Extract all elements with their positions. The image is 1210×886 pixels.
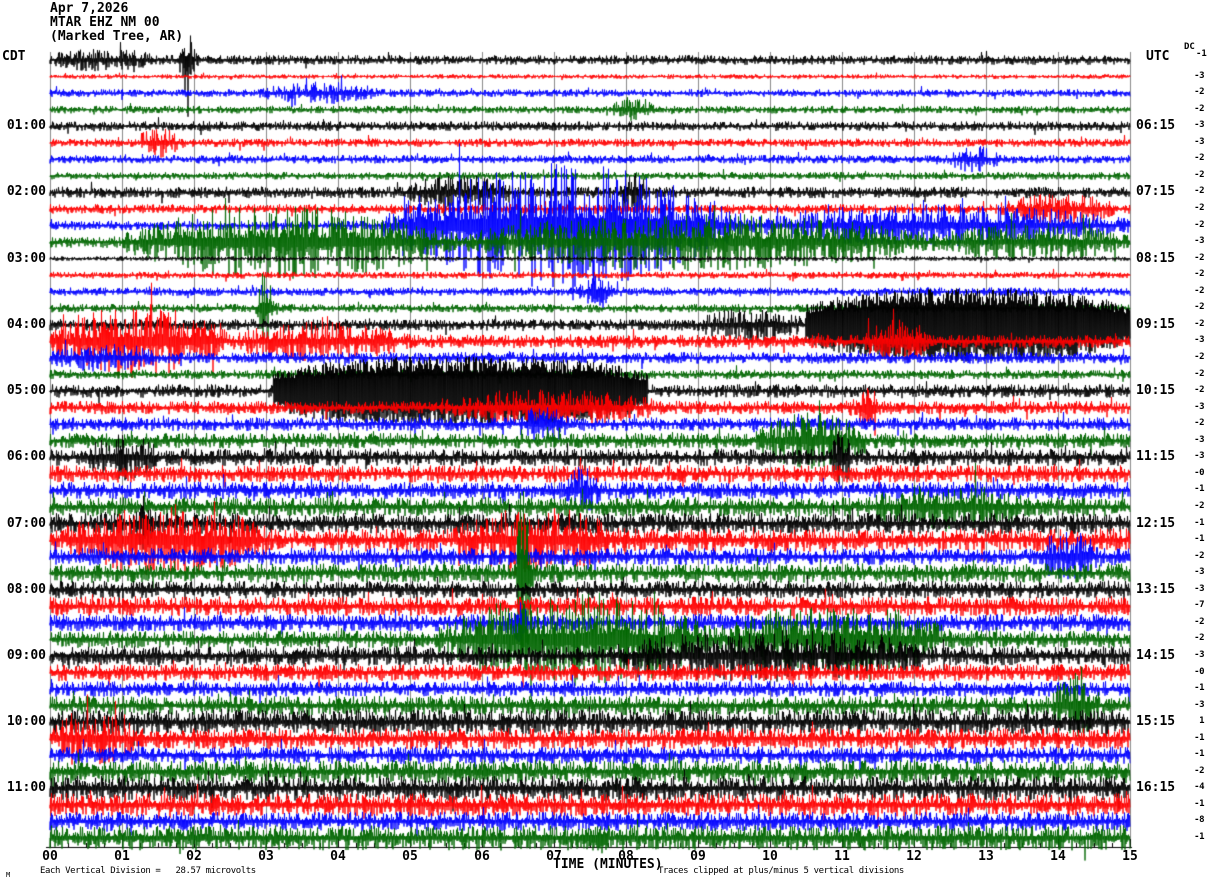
dc-value: -1 xyxy=(1194,517,1204,528)
header-station: MTAR EHZ NM 00 xyxy=(50,15,160,30)
dc-value: -1 xyxy=(1194,832,1204,842)
x-axis-tick-label: 13 xyxy=(978,849,994,864)
dc-value: -2 xyxy=(1194,203,1204,213)
dc-value: -2 xyxy=(1194,318,1204,329)
left-time-label: 11:00 xyxy=(6,780,46,796)
dc-value: -3 xyxy=(1194,699,1204,710)
right-time-label: 06:15 xyxy=(1136,118,1176,134)
dc-value: -3 xyxy=(1194,335,1204,346)
dc-value: -1 xyxy=(1194,534,1204,544)
dc-value: -1 xyxy=(1194,798,1204,809)
dc-value: -2 xyxy=(1194,368,1204,379)
corner-mark: M xyxy=(6,871,11,879)
dc-value: -2 xyxy=(1194,765,1204,776)
dc-value: -4 xyxy=(1194,782,1204,793)
left-time-label: 07:00 xyxy=(6,515,46,531)
dc-value: -1 xyxy=(1194,683,1204,693)
dc-value: -2 xyxy=(1194,385,1204,396)
left-time-label: 01:00 xyxy=(6,118,46,134)
x-axis-tick-label: 08 xyxy=(618,849,634,864)
dc-value: -0 xyxy=(1194,666,1204,677)
dc-value: -2 xyxy=(1194,103,1204,114)
left-time-label: 04:00 xyxy=(6,316,46,332)
dc-value: -3 xyxy=(1194,583,1204,594)
x-axis-tick-label: 03 xyxy=(258,849,274,864)
dc-value: -1 xyxy=(1194,749,1204,760)
x-axis-tick-label: 01 xyxy=(114,849,130,864)
left-time-label: 09:00 xyxy=(6,647,46,663)
dc-value: -2 xyxy=(1194,500,1204,511)
right-time-label: 08:15 xyxy=(1136,250,1176,266)
footer-clip-note: Traces clipped at plus/minus 5 vertical … xyxy=(658,866,904,876)
right-timezone-label: UTC xyxy=(1146,49,1170,64)
header-location: (Marked Tree, AR) xyxy=(50,29,184,44)
footer-scale-note: Each Vertical Division = 28.57 microvolt… xyxy=(40,866,256,876)
right-time-label: 14:15 xyxy=(1136,647,1176,663)
dc-value: -3 xyxy=(1194,120,1204,131)
x-axis-tick-label: 06 xyxy=(474,849,490,864)
left-time-label: 03:00 xyxy=(6,250,46,266)
dc-value: -2 xyxy=(1194,252,1204,263)
dc-value: -2 xyxy=(1194,219,1204,230)
right-time-label: 09:15 xyxy=(1136,316,1176,332)
dc-value: -3 xyxy=(1194,401,1204,412)
left-time-label: 06:00 xyxy=(6,449,46,465)
dc-value-first: -1 xyxy=(1196,49,1207,59)
left-timezone-label: CDT xyxy=(2,49,26,64)
dc-value: -3 xyxy=(1194,451,1204,462)
dc-value: -2 xyxy=(1194,633,1204,644)
right-time-label: 11:15 xyxy=(1136,449,1176,465)
left-time-label: 05:00 xyxy=(6,383,46,399)
dc-value: -2 xyxy=(1194,87,1204,98)
right-time-label: 16:15 xyxy=(1136,780,1176,796)
dc-value: -2 xyxy=(1194,269,1204,280)
dc-value: -2 xyxy=(1194,285,1204,296)
x-axis-title: TIME (MINUTES) xyxy=(553,857,663,872)
right-time-label: 07:15 xyxy=(1136,184,1176,200)
dc-value: -2 xyxy=(1194,352,1204,362)
right-time-label: 12:15 xyxy=(1136,515,1176,531)
x-axis-tick-label: 02 xyxy=(186,849,202,864)
dc-value: -2 xyxy=(1194,616,1204,627)
dc-column-header: DC xyxy=(1184,42,1195,52)
x-axis-tick-label: 11 xyxy=(834,849,850,864)
dc-value: -3 xyxy=(1194,136,1204,147)
dc-value: -8 xyxy=(1194,815,1204,826)
x-axis-tick-label: 15 xyxy=(1122,849,1138,864)
dc-value: -3 xyxy=(1194,567,1204,578)
header-date: Apr 7,2026 xyxy=(50,1,129,16)
x-axis-tick-label: 14 xyxy=(1050,849,1066,864)
dc-value: -2 xyxy=(1194,153,1204,164)
dc-value: -3 xyxy=(1194,236,1204,247)
dc-value: -7 xyxy=(1194,600,1204,611)
dc-value: -2 xyxy=(1194,169,1204,180)
dc-value: -1 xyxy=(1194,484,1204,495)
x-axis-tick-label: 00 xyxy=(42,849,58,864)
dc-value: -3 xyxy=(1194,70,1204,81)
dc-value: -0 xyxy=(1194,467,1204,478)
right-time-label: 13:15 xyxy=(1136,581,1176,597)
dc-value: -3 xyxy=(1194,434,1204,445)
dc-value: -2 xyxy=(1194,418,1204,429)
dc-value: -3 xyxy=(1194,649,1204,660)
left-time-label: 08:00 xyxy=(6,581,46,597)
dc-value: -1 xyxy=(1194,732,1204,743)
right-time-label: 10:15 xyxy=(1136,383,1176,399)
x-axis-tick-label: 07 xyxy=(546,849,562,864)
x-axis-tick-label: 04 xyxy=(330,849,346,864)
left-time-label: 10:00 xyxy=(6,714,46,730)
dc-value: -2 xyxy=(1194,186,1204,197)
x-axis-tick-label: 12 xyxy=(906,849,922,864)
dc-value: -2 xyxy=(1194,302,1204,313)
x-axis-tick-label: 10 xyxy=(762,849,778,864)
right-time-label: 15:15 xyxy=(1136,714,1176,730)
x-axis-tick-label: 05 xyxy=(402,849,418,864)
dc-value: 1 xyxy=(1199,716,1204,727)
left-time-label: 02:00 xyxy=(6,184,46,200)
x-axis-tick-label: 09 xyxy=(690,849,706,864)
dc-value: -2 xyxy=(1194,550,1204,561)
